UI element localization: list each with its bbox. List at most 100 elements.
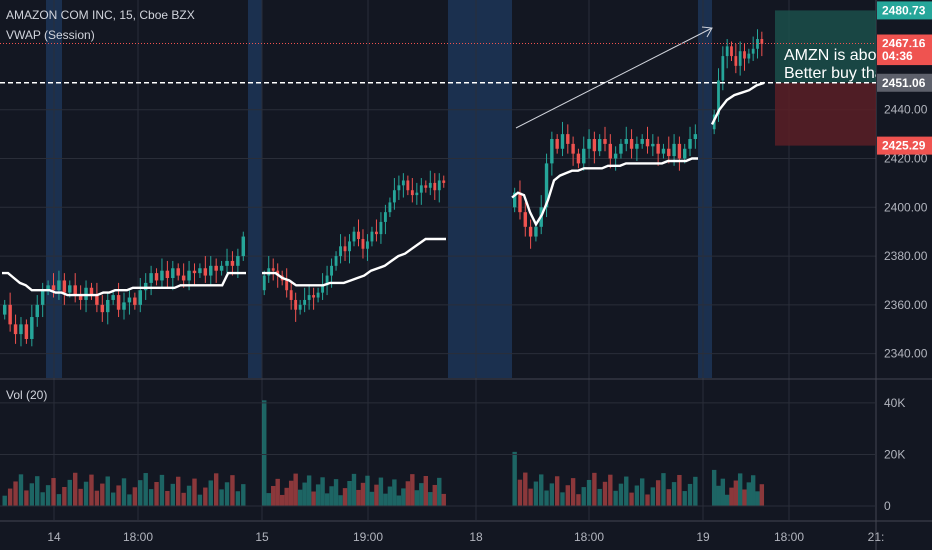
time-tick-label: 18:00 (774, 530, 804, 544)
candle (656, 143, 660, 154)
candle (619, 143, 623, 154)
candle (597, 139, 602, 152)
volume-bar (523, 472, 528, 506)
candle (100, 304, 105, 313)
volume-bar (315, 484, 321, 506)
candle (352, 231, 356, 242)
candle (512, 192, 517, 208)
volume-bar (297, 489, 303, 506)
candle (13, 324, 18, 335)
volume-bar (378, 477, 384, 506)
price-badge-label: 2451.06 (882, 76, 926, 90)
volume-bar (159, 474, 165, 506)
candle (24, 324, 29, 339)
candle (756, 39, 759, 49)
candle (560, 134, 565, 149)
volume-bar (143, 473, 148, 506)
volume-bar (170, 483, 175, 506)
volume-bar (197, 494, 203, 506)
volume-bar (634, 485, 640, 506)
candle (348, 241, 351, 252)
volume-bar (423, 475, 429, 506)
candle (677, 143, 682, 159)
volume-bar (62, 486, 67, 506)
candle (629, 139, 634, 149)
volume-bar (602, 481, 608, 506)
candle (661, 148, 666, 154)
candle (544, 163, 549, 208)
candle (747, 53, 751, 59)
volume-bar (29, 483, 35, 506)
volume-bar (266, 493, 271, 506)
price-badge (877, 73, 932, 92)
candle (534, 226, 538, 237)
volume-bar (512, 451, 517, 506)
candle (424, 185, 428, 188)
candle (171, 268, 175, 279)
volume-bar (213, 473, 219, 506)
candle (406, 180, 410, 191)
candle (294, 299, 298, 310)
candle (442, 180, 446, 183)
volume-bar (288, 480, 294, 506)
volume-bar (224, 482, 230, 506)
time-tick-label: 19:00 (353, 530, 383, 544)
candle (262, 275, 266, 291)
volume-bar (165, 490, 170, 506)
volume-bar (576, 494, 581, 506)
candle (645, 139, 650, 147)
candle (84, 287, 88, 300)
symbol-legend[interactable]: AMAZON COM INC, 15, Cboe BZX (6, 8, 195, 22)
candle (550, 139, 554, 164)
candle (751, 48, 755, 54)
candle (241, 236, 246, 257)
price-tick-label: 2440.00 (884, 103, 928, 117)
volume-legend[interactable]: Vol (20) (6, 388, 48, 402)
volume-bar (342, 488, 348, 506)
volume-bar (383, 493, 388, 506)
volume-bar (116, 485, 121, 506)
trend-arrow (515, 27, 713, 129)
volume-bar (35, 476, 40, 506)
candle (57, 280, 61, 291)
candle (672, 143, 676, 157)
volume-bar (2, 495, 7, 506)
volume-bar (581, 487, 586, 506)
volume-bar (73, 472, 78, 506)
candle (410, 190, 414, 196)
candle (624, 139, 628, 144)
candle (46, 285, 50, 291)
candle (19, 324, 23, 335)
candle (437, 180, 441, 191)
candle (198, 268, 202, 274)
volume-bar (235, 491, 241, 506)
volume-bar (365, 475, 370, 506)
volume-bar (329, 486, 334, 506)
volume-bar (127, 494, 132, 506)
volume-bar (666, 489, 671, 506)
candle (105, 299, 110, 313)
volume-bar (219, 489, 224, 506)
session-band (698, 0, 712, 378)
candle (725, 46, 729, 57)
volume-bar (624, 476, 629, 506)
volume-bar (311, 491, 316, 506)
candle (138, 290, 143, 305)
candle (133, 297, 137, 305)
volume-bar (320, 477, 325, 506)
vwap-legend[interactable]: VWAP (Session) (6, 28, 95, 42)
candle (2, 304, 7, 315)
volume-bar (613, 490, 618, 506)
candle (582, 148, 586, 164)
candle (383, 212, 387, 222)
volume-bar (132, 487, 138, 506)
candle (127, 297, 132, 303)
volume-bar (428, 492, 433, 506)
volume-bar (176, 476, 181, 506)
price-tick-label: 2380.00 (884, 249, 928, 263)
candle (592, 139, 597, 152)
candle (236, 256, 240, 266)
candle (640, 139, 644, 144)
vwap-line (2, 271, 246, 297)
